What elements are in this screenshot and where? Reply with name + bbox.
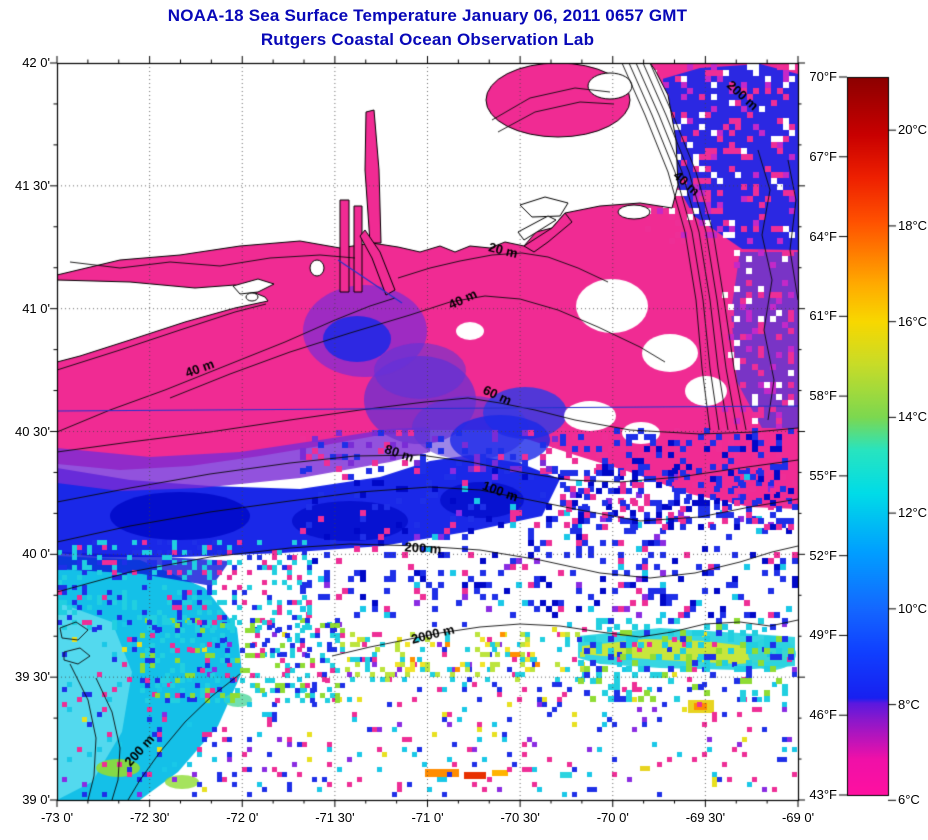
colorbar-celsius-label: 12°C bbox=[898, 505, 928, 521]
y-tick-label: 41 30' bbox=[14, 177, 50, 193]
colorbar-fahrenheit-label: 49°F bbox=[809, 627, 837, 643]
colorbar-celsius-label: 8°C bbox=[898, 696, 920, 712]
colorbar-fahrenheit-label: 58°F bbox=[809, 388, 837, 404]
colorbar-fahrenheit-label: 52°F bbox=[809, 547, 837, 563]
y-tick-label: 40 0' bbox=[22, 546, 50, 562]
y-tick-label: 39 0' bbox=[22, 792, 50, 807]
colorbar-celsius-label: 18°C bbox=[898, 217, 928, 233]
x-tick-label: -73 0' bbox=[40, 810, 74, 825]
colorbar-fahrenheit-label: 64°F bbox=[809, 228, 837, 244]
colorbar-fahrenheit-label: 70°F bbox=[809, 69, 837, 84]
colorbar-fahrenheit-label: 46°F bbox=[809, 707, 837, 723]
x-tick-label: -72 0' bbox=[226, 810, 259, 825]
x-tick-label: -70 30' bbox=[500, 810, 540, 825]
x-tick-label: -71 30' bbox=[315, 810, 355, 825]
colorbar-celsius-label: 6°C bbox=[898, 792, 920, 808]
x-tick-label: -72 30' bbox=[129, 810, 170, 825]
x-tick-label: -71 0' bbox=[411, 810, 444, 825]
colorbar-celsius-label: 10°C bbox=[898, 600, 928, 616]
y-tick-label: 41 0' bbox=[22, 300, 50, 316]
colorbar-celsius-label: 20°C bbox=[898, 122, 928, 138]
y-tick-label: 39 30' bbox=[14, 669, 50, 685]
y-tick-label: 40 30' bbox=[14, 423, 50, 439]
x-tick-label: -69 0' bbox=[781, 810, 815, 825]
colorbar-fahrenheit-label: 55°F bbox=[809, 467, 837, 483]
colorbar-celsius-label: 14°C bbox=[898, 409, 928, 425]
x-tick-label: -70 0' bbox=[596, 810, 629, 825]
colorbar-fahrenheit-label: 61°F bbox=[809, 308, 837, 324]
figure-header: NOAA-18 Sea Surface Temperature January … bbox=[57, 4, 798, 52]
colorbar-fahrenheit-label: 43°F bbox=[809, 787, 837, 802]
figure-title: NOAA-18 Sea Surface Temperature January … bbox=[167, 6, 688, 25]
y-tick-label: 42 0' bbox=[22, 55, 50, 70]
colorbar-fahrenheit-label: 67°F bbox=[809, 148, 837, 164]
figure-subtitle: Rutgers Coastal Ocean Observation Lab bbox=[260, 30, 595, 49]
x-tick-label: -69 30' bbox=[685, 810, 726, 825]
colorbar-celsius-label: 16°C bbox=[898, 313, 928, 329]
